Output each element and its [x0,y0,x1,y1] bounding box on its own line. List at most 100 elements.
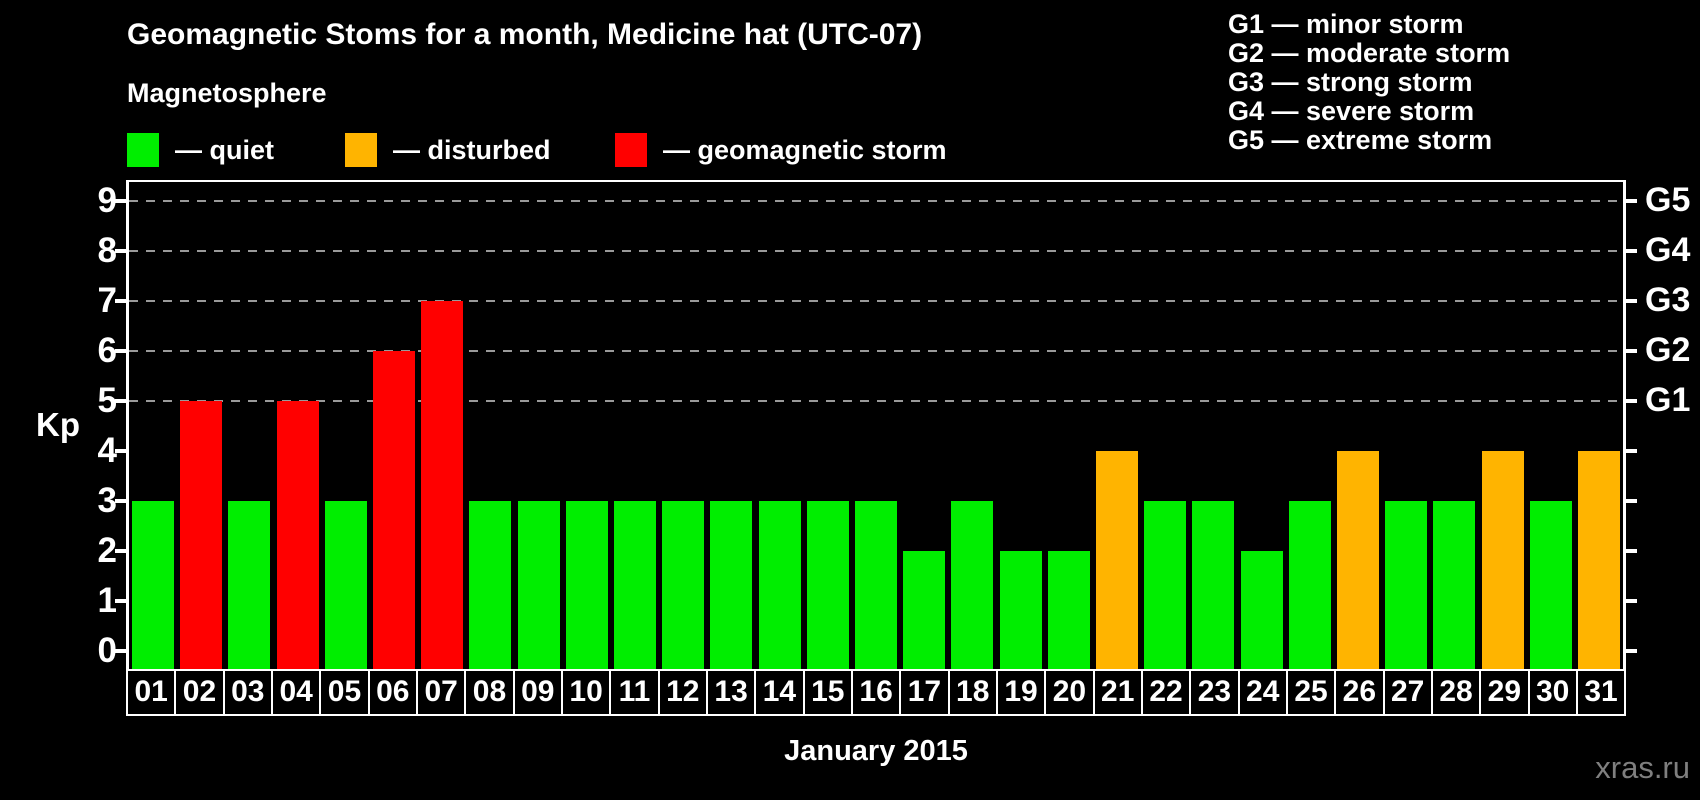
bar-day-23 [1192,501,1234,669]
day-box-20: 20 [1044,669,1095,716]
day-box-12: 12 [657,669,708,716]
y-tick-label-8: 8 [97,231,117,270]
day-box-22: 22 [1140,669,1192,716]
right-tick-8 [1626,249,1637,253]
right-axis-label-g2: G2 [1645,331,1691,369]
y-tick-label-0: 0 [97,631,117,670]
left-tick-5 [115,399,126,403]
bar-day-04 [277,401,319,669]
gridline-kp6 [129,350,1623,352]
right-tick-7 [1626,299,1637,303]
bar-day-13 [710,501,752,669]
y-tick-label-9: 9 [97,181,117,220]
gridline-kp9 [129,200,1623,202]
right-axis-label-g1: G1 [1645,381,1691,419]
left-tick-3 [115,499,126,503]
day-box-23: 23 [1189,669,1240,716]
x-axis-day-labels: 01 02 03 04 05 06 07 08 09 10 11 12 13 14 15 16 17 18 19 20… [126,669,1627,716]
day-box-30: 30 [1527,669,1578,716]
right-tick-4 [1626,449,1637,453]
right-tick-3 [1626,499,1637,503]
g-scale-legend: G1 — minor storm G2 — moderate storm G3 … [1228,10,1510,155]
legend-label-disturbed: — disturbed [393,134,551,165]
day-box-15: 15 [802,669,853,716]
day-box-21: 21 [1092,669,1143,716]
bar-day-10 [566,501,608,669]
day-box-17: 17 [899,669,950,716]
gridline-kp8 [129,250,1623,252]
bar-day-25 [1289,501,1331,669]
y-tick-label-3: 3 [97,481,117,520]
day-box-05: 05 [319,669,370,716]
quiet-color-swatch [127,133,159,167]
left-tick-0 [115,649,126,653]
left-tick-2 [115,549,126,553]
bar-day-24 [1241,551,1283,669]
day-box-27: 27 [1382,669,1433,716]
right-tick-0 [1626,649,1637,653]
legend-item-disturbed: — disturbed [345,132,551,168]
bar-day-22 [1144,501,1186,669]
bar-day-07 [421,301,463,669]
bar-day-21 [1096,451,1138,669]
g-legend-line-g5: G5 — extreme storm [1228,125,1493,155]
x-axis-title: January 2015 [784,735,968,767]
day-box-29: 29 [1479,669,1530,716]
storm-color-swatch [615,133,647,167]
left-tick-9 [115,199,126,203]
day-box-24: 24 [1237,669,1288,716]
right-tick-6 [1626,349,1637,353]
day-box-19: 19 [995,669,1047,716]
bar-day-18 [951,501,993,669]
g-legend-line-g4: G4 — severe storm [1228,96,1475,126]
day-box-25: 25 [1285,669,1337,716]
bar-day-08 [469,501,511,669]
left-tick-4 [115,449,126,453]
y-tick-label-4: 4 [97,431,117,470]
day-box-06: 06 [367,669,418,716]
right-axis-label-g4: G4 [1645,231,1691,269]
legend-label-storm: — geomagnetic storm [663,134,947,165]
right-tick-1 [1626,599,1637,603]
day-box-14: 14 [754,669,805,716]
chart-subtitle: Magnetosphere [127,78,327,108]
day-box-01: 01 [126,669,177,716]
bar-day-27 [1385,501,1427,669]
bar-day-26 [1337,451,1379,669]
chart-title: Geomagnetic Stoms for a month, Medicine … [127,18,923,51]
plot-area [126,180,1626,669]
day-box-04: 04 [270,669,322,716]
y-tick-label-6: 6 [97,331,117,370]
day-box-31: 31 [1575,669,1627,716]
bar-day-01 [132,501,174,669]
right-tick-5 [1626,399,1637,403]
day-box-13: 13 [705,669,757,716]
y-tick-label-7: 7 [97,281,117,320]
left-tick-7 [115,299,126,303]
bar-day-19 [1000,551,1042,669]
bar-day-03 [228,501,270,669]
g-legend-line-g3: G3 — strong storm [1228,67,1473,97]
left-tick-1 [115,599,126,603]
bar-day-20 [1048,551,1090,669]
g-legend-line-g1: G1 — minor storm [1228,9,1464,39]
bar-day-12 [662,501,704,669]
day-box-08: 08 [464,669,515,716]
y-tick-label-2: 2 [97,531,117,570]
legend-item-storm: — geomagnetic storm [615,132,947,168]
right-tick-2 [1626,549,1637,553]
day-box-11: 11 [609,669,660,716]
day-box-16: 16 [850,669,902,716]
day-box-10: 10 [560,669,612,716]
bar-day-30 [1530,501,1572,669]
y-axis-title: Kp [36,406,80,443]
left-tick-6 [115,349,126,353]
right-axis-label-g3: G3 [1645,281,1691,319]
y-tick-label-5: 5 [97,381,117,420]
legend-item-quiet: — quiet [127,132,274,168]
right-tick-9 [1626,199,1637,203]
bar-day-15 [807,501,849,669]
bar-day-29 [1482,451,1524,669]
bar-day-05 [325,501,367,669]
legend-label-quiet: — quiet [175,134,274,165]
